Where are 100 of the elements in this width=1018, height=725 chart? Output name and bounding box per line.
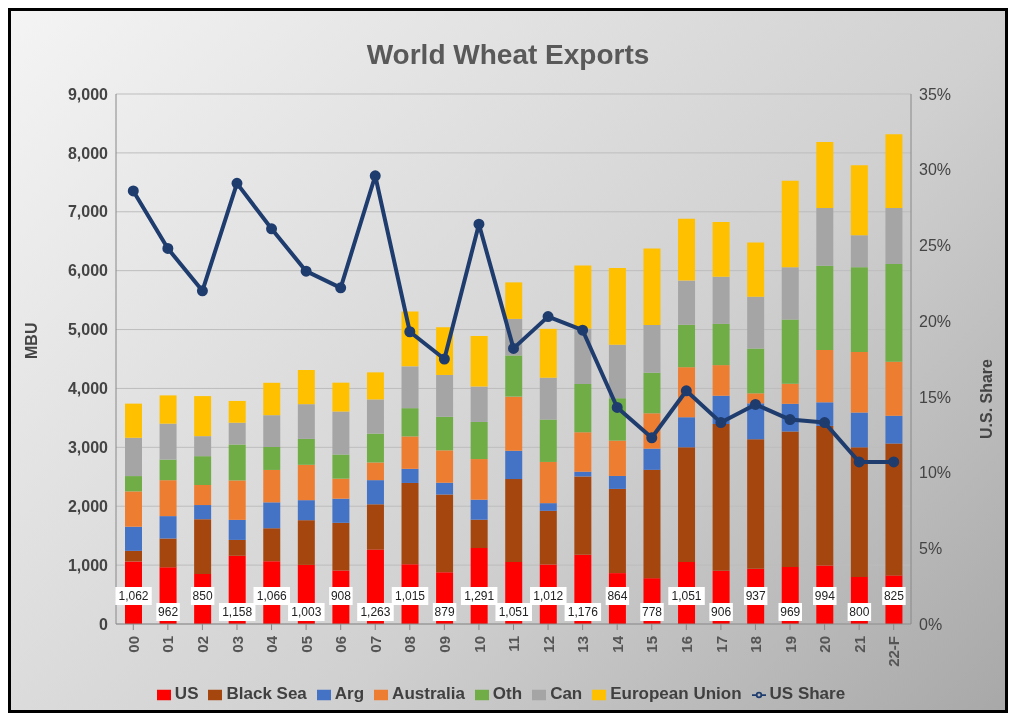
bar [366, 372, 384, 400]
point [231, 177, 243, 189]
data-label: 908 [330, 589, 352, 603]
bar [816, 425, 834, 566]
bar [816, 208, 834, 266]
bar [539, 461, 557, 504]
point [715, 417, 727, 429]
point [127, 185, 139, 197]
bar [125, 437, 142, 477]
bar [297, 404, 315, 439]
bar [539, 419, 557, 462]
x-tick-label: 10 [470, 636, 488, 653]
legend-label: European Union [610, 684, 742, 703]
data-label: 1,291 [464, 589, 495, 603]
x-tick-label: 21 [850, 636, 868, 653]
y2-tick-label: 15% [919, 388, 952, 406]
bar [678, 218, 696, 281]
bar [747, 439, 765, 569]
data-label: 1,012 [533, 589, 564, 603]
y-tick-label: 4,000 [67, 380, 109, 398]
bar [747, 348, 765, 394]
bar [781, 383, 799, 404]
point [266, 223, 278, 235]
data-label: 778 [641, 605, 663, 619]
point [888, 456, 900, 468]
bar [816, 265, 834, 350]
bar [712, 365, 730, 396]
y2-tick-label: 0% [919, 615, 943, 633]
bar [712, 323, 730, 366]
x-tick-label: 09 [436, 636, 454, 653]
y-tick-label: 3,000 [67, 439, 109, 457]
bar [194, 436, 212, 457]
bar [401, 408, 419, 437]
bar [885, 443, 903, 576]
legend-label: Black Sea [226, 684, 307, 703]
bar [470, 499, 488, 520]
point [438, 353, 450, 365]
bar [194, 456, 212, 486]
bar [401, 366, 419, 409]
y-tick-label: 6,000 [67, 262, 109, 280]
bar [574, 432, 592, 472]
bar [332, 522, 350, 571]
bar [505, 282, 523, 319]
bar [436, 482, 454, 495]
bar [228, 519, 246, 540]
bar [608, 440, 626, 476]
bar [505, 479, 523, 563]
bar [643, 448, 661, 470]
bar [159, 516, 177, 539]
data-label: 937 [745, 589, 767, 603]
x-tick-label: 18 [747, 636, 765, 653]
bar [263, 446, 281, 470]
bar [401, 482, 419, 565]
bar [297, 370, 315, 405]
x-tick-label: 00 [124, 636, 142, 653]
data-label: 825 [883, 589, 905, 603]
bar [159, 459, 177, 481]
bar [297, 520, 315, 565]
y-tick-label: 7,000 [67, 203, 109, 221]
point [749, 398, 761, 410]
bar [332, 478, 350, 499]
data-label: 1,015 [395, 589, 426, 603]
bar [885, 263, 903, 362]
bar [505, 355, 523, 397]
bar [539, 377, 557, 420]
data-label: 1,051 [498, 605, 530, 619]
bar [850, 447, 868, 577]
point [819, 417, 831, 429]
bar [539, 503, 557, 511]
bar [194, 396, 212, 437]
data-label: 1,066 [256, 589, 288, 603]
bar [125, 550, 142, 562]
data-label: 1,003 [291, 605, 322, 619]
bar [539, 510, 557, 565]
point [369, 170, 381, 182]
data-label: 864 [607, 589, 628, 603]
bar [436, 494, 454, 573]
data-label: 906 [711, 605, 732, 619]
bar [263, 502, 281, 529]
legend-label: Arg [334, 684, 365, 703]
data-label: 879 [434, 605, 455, 619]
bar [574, 265, 592, 329]
bar [678, 447, 696, 563]
data-label: 800 [849, 605, 870, 619]
bar [608, 475, 626, 489]
bar [712, 424, 730, 571]
bar [816, 349, 834, 403]
bar [505, 396, 523, 451]
bar [297, 438, 315, 465]
bar [332, 411, 350, 455]
data-label: 1,176 [567, 605, 599, 619]
bar [332, 454, 350, 479]
bar [608, 268, 626, 345]
point [162, 242, 174, 254]
bar [401, 468, 419, 483]
bar [366, 462, 384, 481]
bar [678, 280, 696, 325]
bar [159, 480, 177, 517]
bar [643, 248, 661, 325]
point [542, 311, 554, 323]
